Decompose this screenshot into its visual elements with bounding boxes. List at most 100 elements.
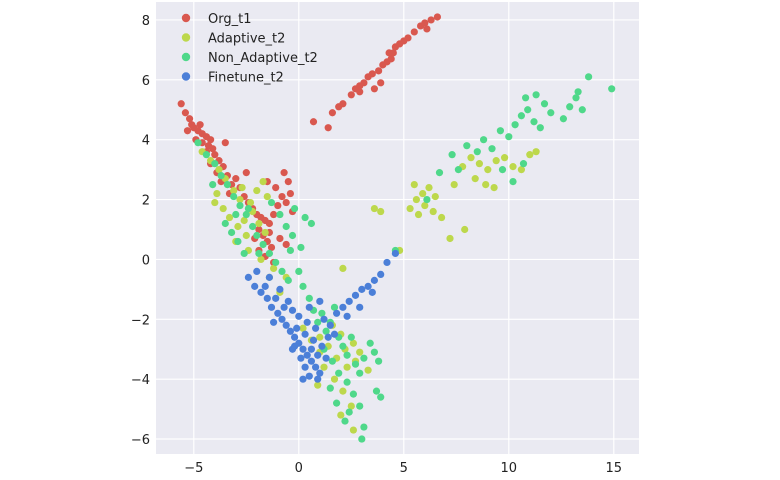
data-point-adaptive-t2 xyxy=(438,213,446,222)
legend: Org_t1 Adaptive_t2 Non_Adaptive_t2 Finet… xyxy=(181,12,318,86)
data-point-finetune-t2 xyxy=(299,345,307,353)
data-point-org-t1 xyxy=(242,169,250,177)
data-point-org-t1 xyxy=(209,145,217,153)
grid-lines xyxy=(156,2,639,454)
data-point-non-adaptive-t2 xyxy=(255,249,263,258)
data-point-finetune-t2 xyxy=(263,294,271,302)
data-point-finetune-t2 xyxy=(288,306,297,314)
data-point-adaptive-t2 xyxy=(330,375,339,383)
data-point-org-t1 xyxy=(255,225,263,234)
data-point-non-adaptive-t2 xyxy=(608,85,616,93)
data-point-org-t1 xyxy=(356,88,364,96)
data-point-org-t1 xyxy=(375,67,383,75)
x-tick-label: 15 xyxy=(606,461,623,476)
data-point-finetune-t2 xyxy=(261,282,269,290)
data-point-adaptive-t2 xyxy=(467,154,475,162)
data-point-non-adaptive-t2 xyxy=(343,378,351,386)
data-point-finetune-t2 xyxy=(303,318,311,326)
data-point-adaptive-t2 xyxy=(356,348,364,356)
data-point-adaptive-t2 xyxy=(425,183,433,192)
data-point-adaptive-t2 xyxy=(501,154,509,162)
data-point-adaptive-t2 xyxy=(339,387,347,395)
data-point-non-adaptive-t2 xyxy=(435,169,444,177)
data-point-non-adaptive-t2 xyxy=(522,94,530,102)
data-point-non-adaptive-t2 xyxy=(265,249,273,258)
data-point-finetune-t2 xyxy=(358,285,366,293)
data-point-non-adaptive-t2 xyxy=(202,151,210,159)
data-point-non-adaptive-t2 xyxy=(540,100,549,108)
data-point-non-adaptive-t2 xyxy=(496,127,504,135)
series-adaptive-t2 xyxy=(198,148,540,434)
data-point-non-adaptive-t2 xyxy=(585,73,593,81)
data-point-non-adaptive-t2 xyxy=(194,139,202,147)
data-point-adaptive-t2 xyxy=(349,339,357,347)
data-point-finetune-t2 xyxy=(270,318,278,326)
data-point-non-adaptive-t2 xyxy=(333,399,341,407)
data-point-adaptive-t2 xyxy=(219,204,227,213)
data-point-non-adaptive-t2 xyxy=(326,384,334,392)
y-tick-label: −6 xyxy=(131,433,150,448)
data-point-non-adaptive-t2 xyxy=(221,219,229,228)
data-point-non-adaptive-t2 xyxy=(559,115,568,123)
data-point-non-adaptive-t2 xyxy=(276,210,284,219)
x-tick-label: 10 xyxy=(501,461,518,476)
data-point-non-adaptive-t2 xyxy=(358,435,366,443)
data-point-finetune-t2 xyxy=(274,309,282,317)
data-point-non-adaptive-t2 xyxy=(295,267,303,276)
y-tick-label: 0 xyxy=(142,253,150,268)
y-axis-ticks: −6 −4 −2 0 2 4 6 8 xyxy=(131,14,150,448)
legend-label-adaptive-t2: Adaptive_t2 xyxy=(208,32,285,47)
data-point-org-t1 xyxy=(196,121,204,129)
legend-marker-org-t1 xyxy=(181,13,191,23)
legend-entry-finetune-t2: Finetune_t2 xyxy=(181,71,284,86)
data-point-finetune-t2 xyxy=(320,315,328,323)
data-point-org-t1 xyxy=(370,85,378,93)
data-point-org-t1 xyxy=(339,100,347,108)
data-point-finetune-t2 xyxy=(312,324,320,332)
data-point-adaptive-t2 xyxy=(316,333,324,341)
data-point-adaptive-t2 xyxy=(270,264,278,273)
legend-marker-non-adaptive-t2 xyxy=(181,52,191,62)
data-point-non-adaptive-t2 xyxy=(339,342,347,350)
data-point-org-t1 xyxy=(423,25,431,33)
data-point-non-adaptive-t2 xyxy=(232,210,240,219)
data-point-adaptive-t2 xyxy=(299,324,307,332)
data-point-finetune-t2 xyxy=(278,315,286,323)
data-point-non-adaptive-t2 xyxy=(228,228,236,237)
data-point-non-adaptive-t2 xyxy=(356,402,364,410)
data-point-finetune-t2 xyxy=(326,321,334,329)
data-point-org-t1 xyxy=(282,240,290,249)
data-point-org-t1 xyxy=(183,127,192,135)
data-point-org-t1 xyxy=(276,234,284,243)
data-point-finetune-t2 xyxy=(343,312,351,320)
data-point-adaptive-t2 xyxy=(211,198,219,207)
data-point-finetune-t2 xyxy=(282,321,290,329)
legend-marker-finetune-t2 xyxy=(181,72,191,81)
data-point-org-t1 xyxy=(377,79,385,87)
data-point-adaptive-t2 xyxy=(532,148,540,156)
data-point-adaptive-t2 xyxy=(370,204,378,213)
data-point-non-adaptive-t2 xyxy=(236,201,244,210)
data-point-non-adaptive-t2 xyxy=(335,369,343,377)
legend-marker-adaptive-t2 xyxy=(181,33,191,42)
series-finetune-t2 xyxy=(244,249,399,383)
data-point-finetune-t2 xyxy=(377,270,385,278)
data-point-finetune-t2 xyxy=(383,258,391,267)
x-tick-label: 0 xyxy=(295,461,303,476)
data-point-org-t1 xyxy=(387,55,395,63)
data-point-finetune-t2 xyxy=(351,291,360,299)
y-tick-label: 4 xyxy=(142,134,150,149)
data-point-adaptive-t2 xyxy=(230,186,238,195)
series-non-adaptive-t2 xyxy=(194,73,616,443)
data-point-org-t1 xyxy=(385,49,393,57)
data-point-adaptive-t2 xyxy=(234,222,242,231)
data-point-adaptive-t2 xyxy=(526,151,534,159)
data-point-finetune-t2 xyxy=(251,282,259,290)
data-point-adaptive-t2 xyxy=(377,207,385,216)
data-point-org-t1 xyxy=(427,16,435,24)
data-point-non-adaptive-t2 xyxy=(291,204,299,213)
data-point-non-adaptive-t2 xyxy=(505,133,513,141)
data-point-adaptive-t2 xyxy=(246,198,255,207)
x-tick-label: 5 xyxy=(400,461,408,476)
